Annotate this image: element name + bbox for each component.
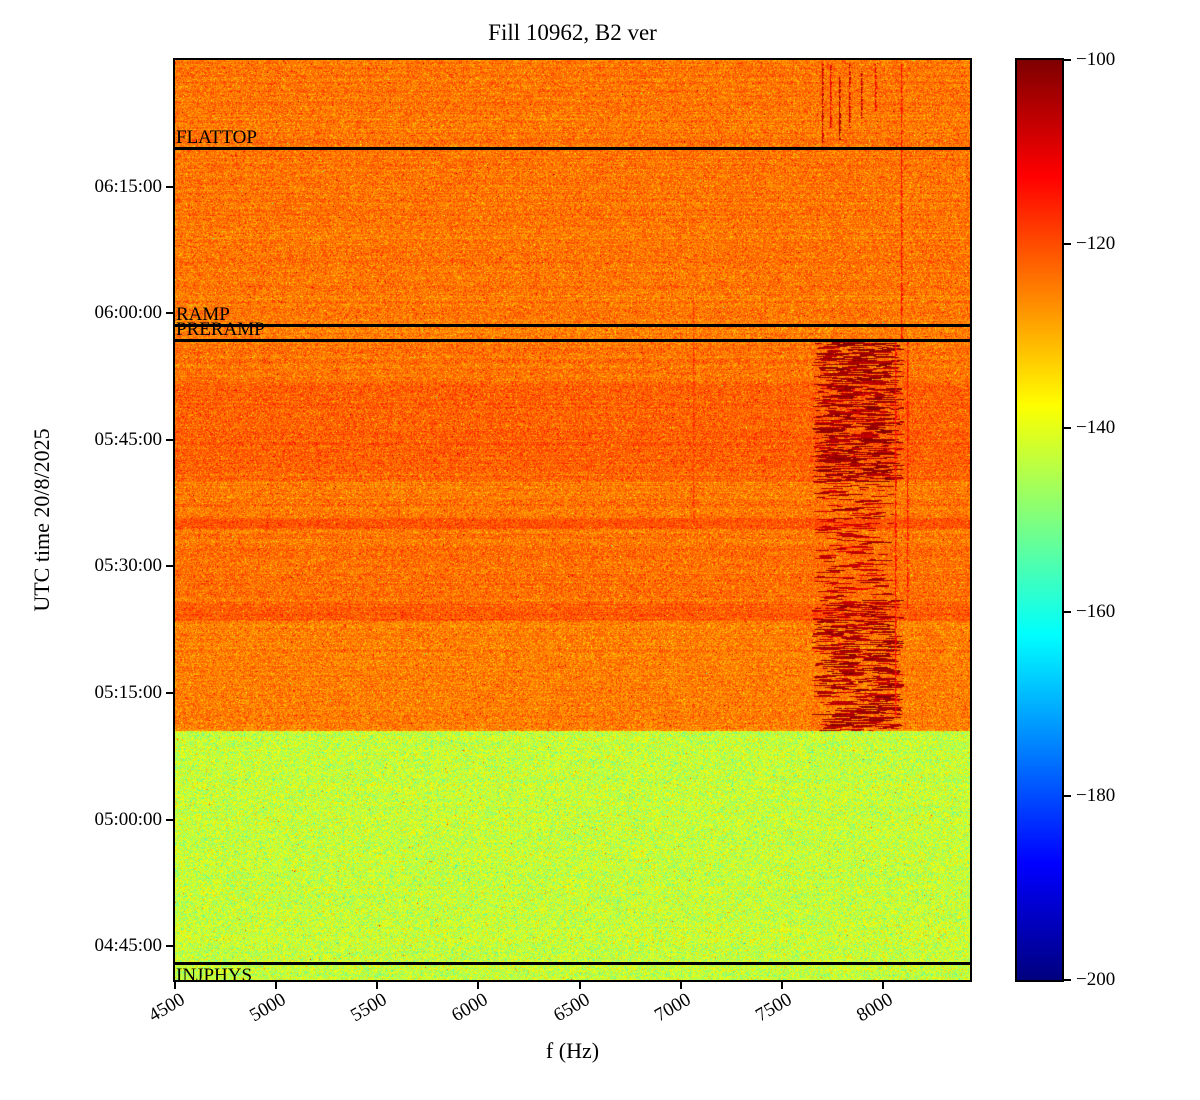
x-axis-label: f (Hz): [545, 1038, 600, 1063]
colorbar-tick-label: −120: [1076, 233, 1116, 254]
colorbar-tick-label: −100: [1076, 49, 1116, 70]
y-tick-mark: [166, 185, 173, 188]
annotation-label-preramp: PRERAMP: [176, 319, 265, 341]
y-tick-mark: [166, 692, 173, 695]
x-tick-label-text: 6000: [448, 989, 492, 1027]
colorbar-tick-mark: [1064, 611, 1071, 613]
colorbar-tick-mark: [1064, 243, 1071, 245]
y-tick-mark: [166, 565, 173, 568]
colorbar-tick-mark: [1064, 427, 1071, 429]
x-tick-label-text: 8000: [853, 989, 897, 1027]
x-tick-label-text: 5500: [347, 989, 391, 1027]
x-tick-mark: [174, 982, 176, 989]
x-tick-mark: [275, 982, 278, 989]
colorbar-tick-mark: [1064, 979, 1071, 981]
x-tick-mark: [376, 982, 379, 989]
annotation-line-ramp: [175, 324, 970, 328]
y-tick-label: 05:30:00: [94, 555, 162, 577]
y-tick-mark: [166, 818, 173, 821]
chart-title: Fill 10962, B2 ver: [488, 20, 657, 45]
x-tick-mark: [882, 982, 884, 989]
y-tick-label: 05:45:00: [94, 428, 162, 450]
y-axis-label: UTC time 20/8/2025: [29, 428, 54, 612]
colorbar-tick-label: −200: [1076, 969, 1116, 990]
x-tick-mark: [679, 982, 682, 989]
heatmap-canvas: [175, 60, 970, 980]
y-tick-label: 05:15:00: [94, 682, 162, 704]
annotation-line-preramp: [175, 339, 970, 343]
annotation-label-ramp: RAMP: [176, 304, 230, 326]
colorbar: [1015, 58, 1064, 982]
plot-area: FLATTOP RAMP PRERAMP INJPHYS: [173, 58, 972, 985]
colorbar-tick-label: −180: [1076, 785, 1116, 806]
x-tick-mark: [477, 982, 480, 989]
x-tick-label-text: 6500: [549, 989, 594, 1027]
x-tick-mark: [780, 982, 783, 989]
y-tick-label: 06:00:00: [94, 302, 162, 324]
y-tick-mark: [166, 945, 173, 948]
annotation-label-flattop: FLATTOP: [176, 127, 257, 149]
x-tick-label-text: 5000: [246, 989, 290, 1027]
colorbar-tick-label: −160: [1076, 601, 1116, 622]
x-tick-mark: [578, 982, 581, 989]
y-tick-label: 04:45:00: [94, 935, 162, 957]
colorbar-tick-mark: [1064, 795, 1071, 797]
x-tick-label-text: 7000: [650, 989, 695, 1027]
x-tick-label-text: 7500: [751, 989, 796, 1027]
y-tick-mark: [166, 438, 173, 441]
colorbar-tick-label: −140: [1076, 417, 1116, 438]
colorbar-tick-mark: [1064, 59, 1071, 61]
x-tick-label-text: 4500: [145, 989, 189, 1027]
y-tick-label: 05:00:00: [94, 808, 162, 830]
annotation-line-flattop: [175, 147, 970, 151]
y-tick-label: 06:15:00: [94, 175, 162, 197]
y-tick-mark: [166, 312, 173, 315]
annotation-line-injphys: [175, 961, 970, 965]
colorbar-canvas: [1017, 60, 1062, 980]
annotation-label-injphys: INJPHYS: [176, 964, 253, 986]
